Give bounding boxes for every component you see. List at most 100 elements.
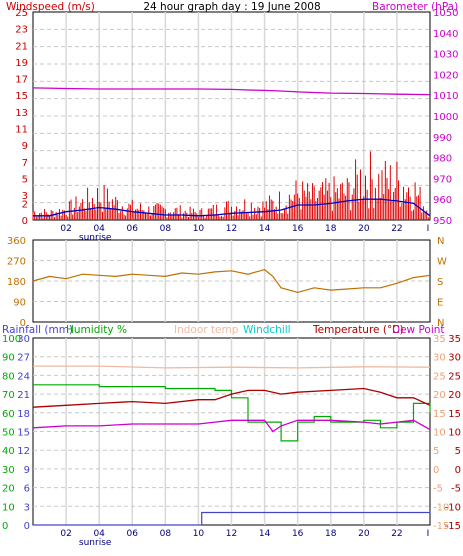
rain-tick-label: 0 xyxy=(24,521,30,532)
temp-tick-label: -10 xyxy=(445,502,461,513)
x-tick-label: 12 xyxy=(226,224,237,234)
rain-tick-label: 12 xyxy=(17,446,30,457)
direction-tick-label: 180 xyxy=(7,277,26,288)
x-tick-label: 02 xyxy=(60,224,71,234)
temp-inner-tick-label: 0 xyxy=(433,465,439,476)
baro-tick-label: 1000 xyxy=(433,112,458,123)
temp-inner-tick-label: 15 xyxy=(433,409,446,420)
x-tick-label: 02 xyxy=(60,529,71,539)
temp-tick-label: 30 xyxy=(448,353,461,364)
baro-tick-label: 1050 xyxy=(433,8,458,19)
humidity-tick-label: 20 xyxy=(2,484,15,495)
x-tick-label: 12 xyxy=(226,529,237,539)
wind-tick-label: 23 xyxy=(15,25,28,36)
x-tick-label: 08 xyxy=(160,224,172,234)
sunrise-label: sunrise xyxy=(79,233,112,243)
direction-tick-label: 90 xyxy=(13,298,26,309)
wind-direction-line xyxy=(32,268,431,294)
temp-inner-tick-label: -10 xyxy=(433,502,449,513)
temp-inner-tick-label: 5 xyxy=(433,446,439,457)
direction-tick-label: 0 xyxy=(20,318,26,329)
chart-title: 24 hour graph day : 19 June 2008 xyxy=(143,1,320,13)
wind-axis-label: Windspeed (m/s) xyxy=(6,1,95,13)
rain-tick-label: 27 xyxy=(17,353,30,364)
rain-tick-label: 6 xyxy=(24,484,30,495)
wind-tick-label: 25 xyxy=(15,8,28,19)
temp-tick-label: 35 xyxy=(448,334,461,345)
direction-tick-label: 270 xyxy=(7,257,26,268)
temp-inner-tick-label: 10 xyxy=(433,428,446,439)
temp-tick-label: 0 xyxy=(455,465,461,476)
humidity-tick-label: 30 xyxy=(2,465,15,476)
rain-tick-label: 24 xyxy=(17,371,30,382)
humidity-tick-label: 80 xyxy=(2,371,15,382)
x-tick-label: 18 xyxy=(325,529,337,539)
baro-tick-label: 980 xyxy=(433,154,452,165)
temp-tick-label: 15 xyxy=(448,409,461,420)
wind-tick-label: 7 xyxy=(22,158,28,169)
rain-tick-label: 3 xyxy=(24,502,30,513)
wind-tick-label: 3 xyxy=(22,191,28,202)
temp-tick-label: -15 xyxy=(445,521,461,532)
humidity-tick-label: 100 xyxy=(2,334,21,345)
indoor-temp-line xyxy=(33,365,431,369)
humidity-tick-label: 10 xyxy=(2,502,15,513)
wind-tick-label: 19 xyxy=(15,58,28,69)
humidity-tick-label: 40 xyxy=(2,446,15,457)
compass-label: N xyxy=(437,236,444,247)
wind-tick-label: 5 xyxy=(22,174,28,185)
x-tick-label: 04 xyxy=(93,224,105,234)
rain-tick-label: 21 xyxy=(17,390,30,401)
x-tick-label: I xyxy=(427,529,430,539)
temp-inner-tick-label: -5 xyxy=(433,484,443,495)
wind-tick-label: 17 xyxy=(15,75,28,86)
x-tick-label: 06 xyxy=(127,529,139,539)
temp-tick-label: 25 xyxy=(448,371,461,382)
x-tick-label: 20 xyxy=(358,529,370,539)
temp-inner-tick-label: -15 xyxy=(433,521,449,532)
rain-tick-label: 9 xyxy=(24,465,30,476)
baro-tick-label: 950 xyxy=(433,216,452,227)
x-tick-label: 04 xyxy=(93,529,105,539)
temp-inner-tick-label: 20 xyxy=(433,390,446,401)
wind-tick-label: 15 xyxy=(15,91,28,102)
dew-point-line xyxy=(32,419,431,433)
baro-tick-label: 970 xyxy=(433,174,452,185)
x-tick-label: 20 xyxy=(358,224,370,234)
temp-tick-label: 5 xyxy=(455,446,461,457)
compass-label: S xyxy=(437,277,443,288)
x-tick-label: 10 xyxy=(193,224,205,234)
rain-tick-label: 18 xyxy=(17,409,30,420)
legend-label: Windchill xyxy=(243,324,291,336)
baro-tick-label: 1030 xyxy=(433,50,458,61)
temp-inner-tick-label: 25 xyxy=(433,371,446,382)
baro-tick-label: 960 xyxy=(433,195,452,206)
x-tick-label: 10 xyxy=(193,529,205,539)
temp-tick-label: 20 xyxy=(448,390,461,401)
x-tick-label: 06 xyxy=(127,224,139,234)
baro-tick-label: 1010 xyxy=(433,91,458,102)
temp-inner-tick-label: 35 xyxy=(433,334,446,345)
x-tick-label: 08 xyxy=(160,529,172,539)
wind-tick-label: 11 xyxy=(15,124,28,135)
rain-tick-label: 15 xyxy=(17,428,30,439)
rainfall-mm-line xyxy=(33,511,431,526)
x-tick-label: 14 xyxy=(259,224,271,234)
rain-tick-label: 30 xyxy=(17,334,30,345)
legend-label: Dew Point xyxy=(392,324,445,336)
humidity-tick-label: 50 xyxy=(2,428,15,439)
temperature-c-line xyxy=(32,387,431,408)
x-tick-label: 22 xyxy=(391,224,402,234)
humidity-tick-label: 60 xyxy=(2,409,15,420)
legend-label: Rainfall (mm) xyxy=(2,324,73,336)
baro-tick-label: 1020 xyxy=(433,70,458,81)
humidity-tick-label: 90 xyxy=(2,353,15,364)
baro-tick-label: 1040 xyxy=(433,29,458,40)
x-tick-label: I xyxy=(427,224,430,234)
wind-average-line xyxy=(33,198,431,217)
wind-tick-label: 0 xyxy=(22,216,28,227)
x-tick-label: 18 xyxy=(325,224,337,234)
compass-label: N xyxy=(437,318,444,329)
wind-tick-label: 2 xyxy=(22,199,28,210)
